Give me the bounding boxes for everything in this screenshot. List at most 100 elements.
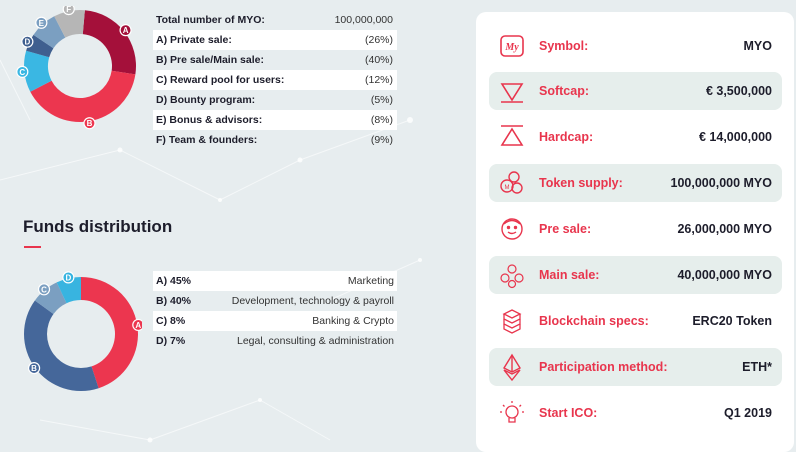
spec-row-main-sale: Main sale: 40,000,000 MYO	[489, 256, 782, 294]
donut-slice-a	[81, 277, 138, 389]
svg-text:M: M	[505, 185, 510, 191]
spec-row-participation-method: Participation method: ETH*	[489, 348, 782, 386]
row-value: (5%)	[370, 94, 393, 106]
spec-value: MYO	[743, 39, 772, 53]
spec-key: Pre sale:	[539, 222, 592, 236]
spec-value: Q1 2019	[724, 406, 772, 420]
donut-slice-d	[56, 277, 81, 304]
spec-value: 40,000,000 MYO	[677, 268, 772, 282]
row-description: Development, technology & payroll	[231, 295, 394, 307]
row-label: F) Team & founders:	[156, 134, 258, 146]
total-value: 100,000,000	[334, 14, 393, 26]
row-value: (12%)	[364, 74, 393, 86]
slice-label-badge	[27, 361, 41, 375]
spec-key: Start ICO:	[539, 406, 598, 420]
row-value: (40%)	[364, 54, 393, 66]
table-row: C) 8% Banking & Crypto	[153, 311, 397, 331]
total-row: Total number of MYO: 100,000,000	[153, 10, 397, 30]
slice-label-badge	[21, 35, 34, 48]
funds-distribution-table: A) 45% Marketing B) 40% Development, tec…	[153, 271, 397, 351]
ethereum-icon	[497, 352, 527, 382]
slice-label-badge	[62, 271, 75, 284]
donut-slice-e	[33, 16, 66, 49]
row-label: C) Reward pool for users:	[156, 74, 285, 86]
table-row: A) 45% Marketing	[153, 271, 397, 291]
row-description: Legal, consulting & administration	[236, 335, 394, 347]
spec-row-token-supply: M Token supply: 100,000,000 MYO	[489, 164, 782, 202]
spec-row-softcap: Softcap: € 3,500,000	[489, 72, 782, 110]
token-distribution-table: Total number of MYO: 100,000,000 A) Priv…	[153, 10, 397, 150]
table-row: A) Private sale: (26%)	[153, 30, 397, 50]
spec-row-pre-sale: Pre sale: 26,000,000 MYO	[489, 210, 782, 248]
total-label: Total number of MYO:	[156, 14, 265, 26]
spec-value: 26,000,000 MYO	[677, 222, 772, 236]
donut-slice-b	[30, 70, 136, 122]
slice-label: D	[65, 273, 71, 282]
spec-value: 100,000,000 MYO	[670, 176, 772, 190]
slice-label: E	[39, 19, 45, 28]
row-percent: C) 8%	[156, 315, 186, 327]
row-percent: D) 7%	[156, 335, 186, 347]
slice-label: A	[135, 321, 141, 330]
spec-row-hardcap: Hardcap: € 14,000,000	[489, 118, 782, 156]
table-row: B) 40% Development, technology & payroll	[153, 291, 397, 311]
spec-key: Main sale:	[539, 268, 600, 282]
row-label: B) Pre sale/Main sale:	[156, 54, 264, 66]
spec-value: ERC20 Token	[692, 314, 772, 328]
lightbulb-icon	[497, 398, 527, 428]
slice-label-badge	[37, 283, 51, 296]
row-value: (9%)	[370, 134, 393, 146]
slice-label-badge	[35, 16, 48, 29]
funds-distribution-heading: Funds distribution	[23, 217, 173, 236]
donut-slice-c	[24, 50, 52, 92]
svg-text:My: My	[504, 42, 519, 53]
donut-slice-b	[24, 300, 99, 391]
funds-distribution-donut-chart: A B C D	[24, 271, 142, 391]
spec-key: Token supply:	[539, 176, 623, 190]
row-value: (8%)	[370, 114, 393, 126]
spec-key: Participation method:	[539, 360, 668, 374]
token-distribution-donut-chart: A B C D E F	[16, 6, 136, 130]
slice-label: C	[19, 68, 25, 77]
slice-label-badge	[119, 24, 132, 37]
spec-row-symbol: My Symbol: MYO	[489, 27, 782, 65]
slice-label: B	[87, 119, 93, 128]
triangle-up-icon	[497, 122, 527, 152]
row-label: D) Bounty program:	[156, 94, 256, 106]
row-percent: B) 40%	[156, 295, 192, 307]
row-label: E) Bonus & advisors:	[156, 114, 263, 126]
token-specs-card: My Symbol: MYO Softcap: € 3,500,000 Hard…	[476, 12, 794, 452]
donut-slice-c	[34, 282, 67, 315]
row-label: A) Private sale:	[156, 34, 232, 46]
slice-label: F	[66, 6, 71, 14]
table-row: E) Bonus & advisors: (8%)	[153, 110, 397, 130]
table-row: D) 7% Legal, consulting & administration	[153, 331, 397, 351]
triangle-down-icon	[497, 76, 527, 106]
spec-key: Softcap:	[539, 84, 589, 98]
table-row: D) Bounty program: (5%)	[153, 90, 397, 110]
faces-group-icon	[497, 260, 527, 290]
spec-value: ETH*	[742, 360, 772, 374]
spec-key: Symbol:	[539, 39, 589, 53]
slice-label: A	[123, 26, 129, 35]
donut-slice-a	[82, 10, 136, 75]
slice-label: C	[41, 285, 47, 294]
table-row: B) Pre sale/Main sale: (40%)	[153, 50, 397, 70]
blocks-icon	[497, 306, 527, 336]
slice-label: B	[31, 364, 37, 373]
row-description: Banking & Crypto	[312, 315, 394, 327]
face-icon	[497, 214, 527, 244]
coins-icon: M	[497, 168, 527, 198]
table-row: C) Reward pool for users: (12%)	[153, 70, 397, 90]
spec-row-blockchain-specs: Blockchain specs: ERC20 Token	[489, 302, 782, 340]
heading-underline	[24, 246, 41, 248]
donut-slice-f	[54, 9, 85, 38]
table-row: F) Team & founders: (9%)	[153, 130, 397, 150]
slice-label-badge	[62, 6, 75, 16]
spec-key: Hardcap:	[539, 130, 594, 144]
row-description: Marketing	[347, 275, 394, 287]
row-value: (26%)	[364, 34, 393, 46]
slice-label: D	[24, 38, 30, 47]
row-percent: A) 45%	[156, 275, 192, 287]
